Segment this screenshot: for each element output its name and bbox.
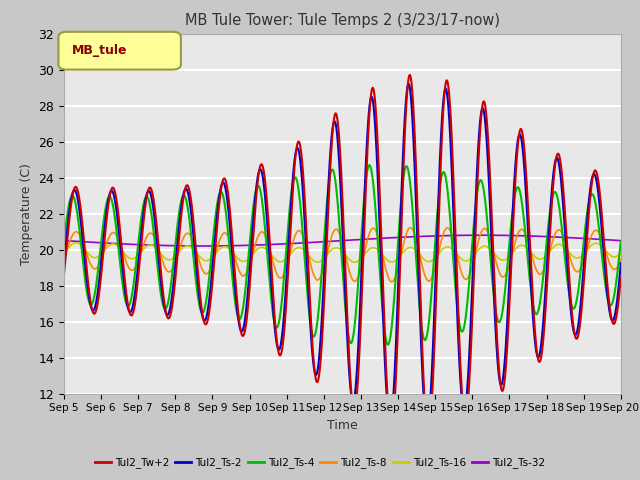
Text: MB_tule: MB_tule xyxy=(72,44,128,58)
Line: Tul2_Ts-2: Tul2_Ts-2 xyxy=(64,84,621,425)
Tul2_Ts-16 xyxy=(157,251,164,256)
Tul2_Ts-2 xyxy=(60,259,68,264)
Tul2_Ts-16 xyxy=(72,240,80,246)
Y-axis label: Temperature (C): Temperature (C) xyxy=(20,163,33,264)
Line: Tul2_Ts-4: Tul2_Ts-4 xyxy=(64,165,621,345)
Tul2_Ts-8 xyxy=(157,252,164,258)
Line: Tul2_Ts-32: Tul2_Ts-32 xyxy=(64,235,621,246)
Tul2_Ts-2 xyxy=(606,312,614,318)
Tul2_Ts-16 xyxy=(60,250,68,256)
Tul2_Tw+2 xyxy=(406,72,413,78)
Tul2_Tw+2 xyxy=(157,264,164,270)
Tul2_Ts-16 xyxy=(606,252,614,258)
Line: Tul2_Tw+2: Tul2_Tw+2 xyxy=(64,75,621,433)
Tul2_Ts-32 xyxy=(60,238,68,243)
Tul2_Ts-8 xyxy=(617,256,625,262)
Tul2_Ts-32 xyxy=(477,232,485,238)
Tul2_Tw+2 xyxy=(424,431,432,436)
Tul2_Ts-16 xyxy=(617,250,625,256)
X-axis label: Time: Time xyxy=(327,419,358,432)
Tul2_Ts-2 xyxy=(547,209,554,215)
Tul2_Ts-4 xyxy=(547,207,554,213)
Tul2_Ts-4 xyxy=(365,162,373,168)
Tul2_Ts-16 xyxy=(274,258,282,264)
Tul2_Ts-32 xyxy=(124,241,131,247)
Tul2_Ts-8 xyxy=(124,262,131,268)
Tul2_Ts-8 xyxy=(274,272,282,278)
Tul2_Ts-8 xyxy=(547,246,554,252)
Tul2_Ts-8 xyxy=(388,279,396,285)
Tul2_Ts-32 xyxy=(157,242,164,248)
Tul2_Ts-32 xyxy=(547,234,554,240)
Tul2_Ts-4 xyxy=(606,302,614,308)
Tul2_Ts-32 xyxy=(617,238,625,243)
Tul2_Ts-16 xyxy=(124,254,132,260)
Tul2_Ts-4 xyxy=(384,342,392,348)
Tul2_Tw+2 xyxy=(617,275,625,281)
Tul2_Ts-8 xyxy=(406,225,414,230)
Tul2_Ts-4 xyxy=(124,303,131,309)
Tul2_Tw+2 xyxy=(606,308,614,314)
Tul2_Ts-2 xyxy=(157,276,164,281)
Tul2_Tw+2 xyxy=(547,226,554,232)
Tul2_Ts-16 xyxy=(351,259,358,265)
Tul2_Ts-32 xyxy=(274,241,282,247)
Tul2_Ts-32 xyxy=(606,237,614,243)
Tul2_Ts-4 xyxy=(274,324,282,330)
Tul2_Ts-8 xyxy=(298,230,305,236)
Tul2_Tw+2 xyxy=(60,271,68,277)
Tul2_Ts-2 xyxy=(124,303,131,309)
Tul2_Ts-32 xyxy=(298,240,306,246)
Title: MB Tule Tower: Tule Temps 2 (3/23/17-now): MB Tule Tower: Tule Temps 2 (3/23/17-now… xyxy=(185,13,500,28)
Tul2_Ts-16 xyxy=(298,246,306,252)
Tul2_Ts-2 xyxy=(274,345,282,350)
Tul2_Ts-4 xyxy=(60,239,68,244)
Tul2_Tw+2 xyxy=(124,300,131,305)
Legend: Tul2_Tw+2, Tul2_Ts-2, Tul2_Ts-4, Tul2_Ts-8, Tul2_Ts-16, Tul2_Ts-32: Tul2_Tw+2, Tul2_Ts-2, Tul2_Ts-4, Tul2_Ts… xyxy=(91,453,549,472)
Tul2_Ts-4 xyxy=(617,239,625,244)
Tul2_Ts-32 xyxy=(200,243,207,249)
Tul2_Ts-2 xyxy=(404,81,412,87)
Tul2_Ts-2 xyxy=(423,422,431,428)
Tul2_Ts-4 xyxy=(157,289,164,295)
Line: Tul2_Ts-8: Tul2_Ts-8 xyxy=(64,228,621,282)
Tul2_Ts-8 xyxy=(60,255,68,261)
Tul2_Ts-4 xyxy=(298,216,305,222)
Tul2_Tw+2 xyxy=(274,344,282,349)
Tul2_Ts-2 xyxy=(298,172,305,178)
Tul2_Ts-2 xyxy=(617,260,625,266)
Tul2_Ts-16 xyxy=(547,248,554,254)
Tul2_Tw+2 xyxy=(298,154,305,159)
Line: Tul2_Ts-16: Tul2_Ts-16 xyxy=(64,243,621,262)
Tul2_Ts-8 xyxy=(606,262,614,268)
FancyBboxPatch shape xyxy=(58,32,181,70)
